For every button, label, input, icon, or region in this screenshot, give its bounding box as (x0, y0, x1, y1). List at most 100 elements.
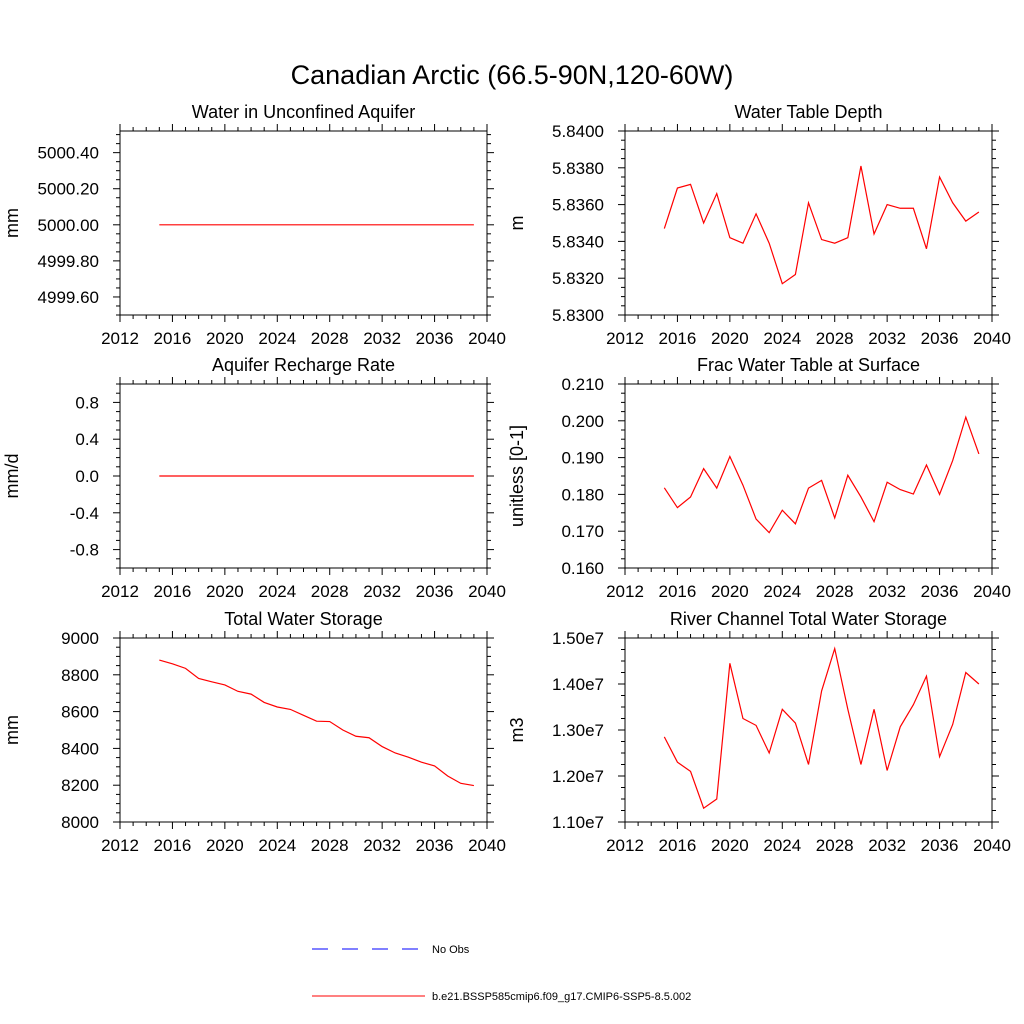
y-tick-label: 8600 (61, 703, 99, 722)
panels: Water in Unconfined Aquifer mm 2012 2016 202… (2, 102, 1011, 855)
x-tick-label: 2012 (606, 582, 644, 601)
chart-panel-2: Water Table Depth m 2012 2016 2020 2024 2028 20… (507, 102, 1011, 348)
y-tick-label: 5.8400 (552, 122, 604, 141)
figure-title: Canadian Arctic (66.5-90N,120-60W) (291, 60, 734, 90)
plot-frame (624, 383, 993, 569)
x-tick-label: 2028 (311, 582, 349, 601)
x-tick-label: 2036 (416, 329, 454, 348)
y-tick-label: 4999.80 (38, 252, 99, 271)
x-tick-label: 2036 (416, 836, 454, 855)
legend: No Obs b.e21.BSSP585cmip6.f09_g17.CMIP6-S… (312, 944, 691, 1003)
y-tick-label: 8800 (61, 666, 99, 685)
x-tick-label: 2016 (154, 329, 192, 348)
y-tick-label: 8000 (61, 813, 99, 832)
y-axis-label: m3 (507, 717, 527, 742)
y-tick-label: 4999.60 (38, 288, 99, 307)
y-axis-label: unitless [0-1] (507, 425, 527, 527)
x-tick-label: 2036 (921, 836, 959, 855)
x-tick-label: 2032 (868, 329, 906, 348)
chart-panel-6: River Channel Total Water Storage m3 2012 2… (507, 609, 1011, 855)
x-tick-label: 2024 (258, 582, 296, 601)
legend-label-2: b.e21.BSSP585cmip6.f09_g17.CMIP6-SSP5-8.… (432, 991, 691, 1003)
x-tick-label: 2040 (468, 329, 506, 348)
y-tick-label: 5000.40 (38, 144, 99, 163)
x-tick-label: 2012 (606, 836, 644, 855)
x-tick-label: 2020 (711, 582, 749, 601)
series-line (663, 646, 980, 810)
y-tick-label: 5.8300 (552, 306, 604, 325)
y-axis-label: mm (2, 208, 22, 238)
x-tick-label: 2040 (973, 582, 1011, 601)
y-tick-label: 0.190 (561, 449, 604, 468)
x-tick-label: 2032 (363, 329, 401, 348)
panel-title: Total Water Storage (224, 609, 382, 629)
x-tick-label: 2024 (763, 329, 801, 348)
x-tick-label: 2040 (468, 836, 506, 855)
x-tick-label: 2020 (206, 582, 244, 601)
x-tick-label: 2040 (973, 329, 1011, 348)
x-tick-label: 2032 (868, 582, 906, 601)
plot-frame (624, 637, 993, 823)
x-tick-label: 2016 (154, 836, 192, 855)
x-tick-label: 2036 (921, 329, 959, 348)
y-axis-label: m (507, 216, 527, 231)
y-tick-label: 0.200 (561, 412, 604, 431)
x-tick-label: 2016 (659, 582, 697, 601)
x-tick-label: 2020 (206, 329, 244, 348)
y-tick-label: 9000 (61, 629, 99, 648)
panel-title: River Channel Total Water Storage (670, 609, 947, 629)
panel-title: Water Table Depth (734, 102, 882, 122)
y-tick-label: 1.40e7 (552, 675, 604, 694)
y-tick-label: 0.8 (75, 393, 99, 412)
chart-panel-3: Aquifer Recharge Rate mm/d 2012 2016 2020 202… (2, 355, 506, 601)
y-tick-label: 5000.00 (38, 216, 99, 235)
y-tick-label: 5.8360 (552, 196, 604, 215)
x-tick-label: 2024 (258, 329, 296, 348)
series-line (663, 165, 980, 285)
chart-panel-5: Total Water Storage mm 2012 2016 2020 2024 202… (2, 609, 506, 855)
x-tick-label: 2012 (606, 329, 644, 348)
chart-panel-4: Frac Water Table at Surface unitless [0-1… (507, 355, 1011, 601)
series-line (159, 659, 474, 787)
y-tick-label: 0.4 (75, 430, 99, 449)
x-tick-label: 2016 (154, 582, 192, 601)
x-tick-label: 2028 (311, 836, 349, 855)
y-tick-label: 0.160 (561, 559, 604, 578)
y-axis-label: mm/d (2, 454, 22, 499)
x-tick-label: 2028 (816, 836, 854, 855)
x-tick-label: 2020 (711, 329, 749, 348)
series-line (663, 415, 980, 534)
plot-frame (119, 637, 488, 823)
y-tick-label: 5000.20 (38, 180, 99, 199)
chart-panel-1: Water in Unconfined Aquifer mm 2012 2016 202… (2, 102, 506, 348)
y-tick-label: 0.170 (561, 522, 604, 541)
x-tick-label: 2024 (763, 836, 801, 855)
panel-title: Water in Unconfined Aquifer (192, 102, 415, 122)
legend-label-1: No Obs (432, 944, 470, 956)
x-tick-label: 2012 (101, 329, 139, 348)
x-tick-label: 2028 (311, 329, 349, 348)
x-tick-label: 2036 (416, 582, 454, 601)
y-tick-label: -0.4 (70, 504, 99, 523)
y-tick-label: 1.30e7 (552, 721, 604, 740)
x-tick-label: 2012 (101, 836, 139, 855)
x-tick-label: 2028 (816, 329, 854, 348)
x-tick-label: 2016 (659, 836, 697, 855)
y-tick-label: -0.8 (70, 541, 99, 560)
y-tick-label: 5.8380 (552, 159, 604, 178)
x-tick-label: 2032 (363, 836, 401, 855)
y-tick-label: 0.0 (75, 467, 99, 486)
y-tick-label: 8400 (61, 739, 99, 758)
y-tick-label: 1.10e7 (552, 813, 604, 832)
x-tick-label: 2020 (711, 836, 749, 855)
plot-frame (119, 130, 488, 316)
x-tick-label: 2032 (363, 582, 401, 601)
x-tick-label: 2040 (468, 582, 506, 601)
x-tick-label: 2040 (973, 836, 1011, 855)
x-tick-label: 2024 (258, 836, 296, 855)
x-tick-label: 2012 (101, 582, 139, 601)
y-tick-label: 1.20e7 (552, 767, 604, 786)
plot-frame (624, 130, 993, 316)
panel-title: Frac Water Table at Surface (697, 355, 920, 375)
